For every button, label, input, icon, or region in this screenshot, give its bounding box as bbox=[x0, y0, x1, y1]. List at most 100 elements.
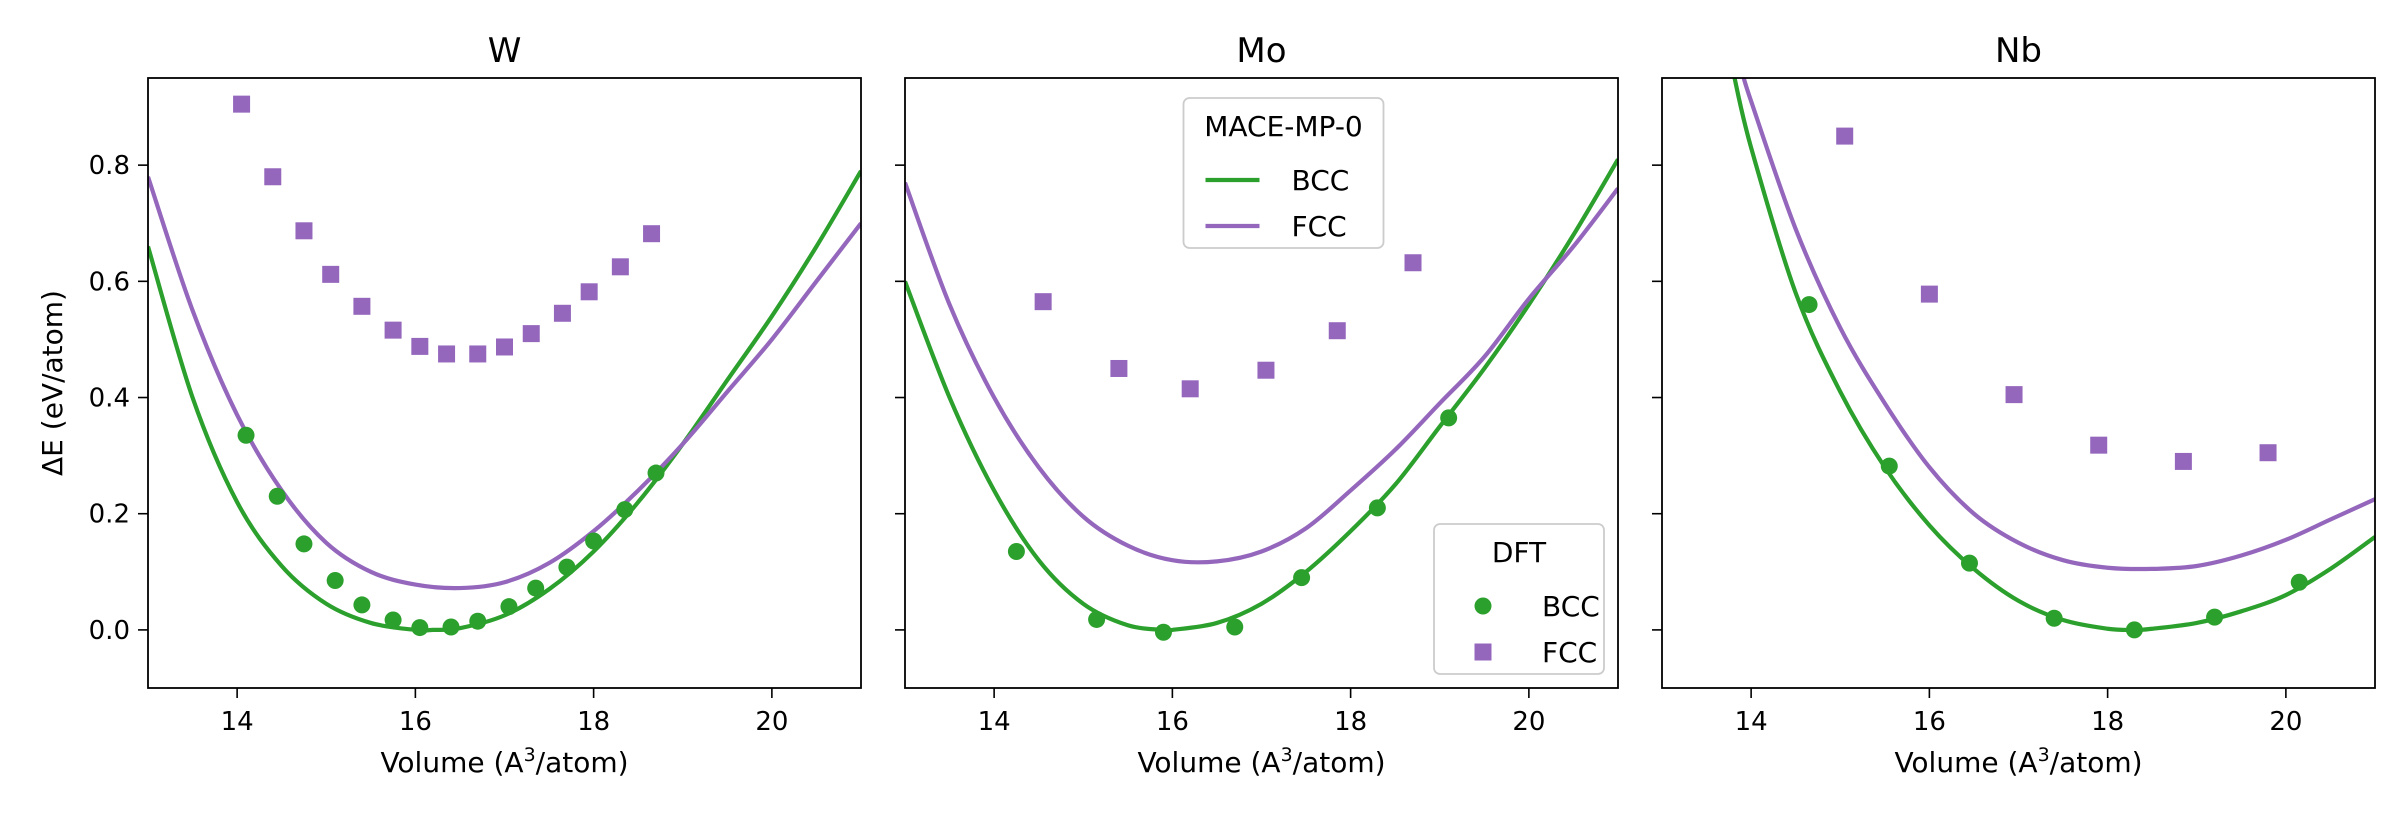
axes-frame bbox=[904, 77, 1619, 689]
x-axis-label: Volume (A3/atom) bbox=[1894, 744, 2142, 779]
dft-bcc-point bbox=[2290, 573, 2308, 591]
legend-label: FCC bbox=[1292, 210, 1347, 243]
dft-fcc-point bbox=[1920, 285, 1938, 303]
panel-title: W bbox=[488, 31, 522, 71]
dft-fcc-point bbox=[1110, 359, 1128, 377]
x-tick-label: 16 bbox=[1156, 707, 1189, 737]
dft-fcc-point bbox=[1034, 293, 1052, 311]
dft-fcc-point bbox=[1404, 254, 1422, 272]
dft-fcc-point bbox=[295, 222, 313, 240]
legend-mace-mp-0: MACE-MP-0 BCC FCC bbox=[1182, 97, 1385, 249]
y-axis-label: ΔE (eV/atom) bbox=[36, 290, 69, 476]
dft-fcc-point bbox=[384, 321, 402, 339]
legend-dft: DFT BCC FCC bbox=[1433, 523, 1605, 675]
dft-bcc-point bbox=[295, 535, 313, 553]
dft-bcc-point bbox=[1088, 610, 1106, 628]
dft-fcc-point bbox=[264, 168, 282, 186]
dft-fcc-point bbox=[438, 345, 456, 363]
legend-title: MACE-MP-0 bbox=[1204, 110, 1363, 143]
dft-bcc-point bbox=[411, 619, 429, 637]
dft-bcc-point bbox=[585, 532, 603, 550]
legend-handle bbox=[1474, 643, 1492, 661]
dft-fcc-point bbox=[496, 338, 513, 356]
dft-bcc-point bbox=[469, 612, 487, 630]
dft-bcc-point bbox=[527, 579, 545, 597]
dft-fcc-point bbox=[411, 337, 429, 355]
dft-fcc-point bbox=[580, 283, 598, 301]
mace-fcc-curve bbox=[1741, 78, 2375, 572]
dft-bcc-point bbox=[353, 596, 371, 614]
panel-w: W 14 16 18 20 0.0 0.2 0.4 0.6 0.8 Volume (A3/atom)… bbox=[36, 31, 862, 779]
x-tick-label: 14 bbox=[1735, 707, 1768, 737]
dft-bcc-point bbox=[2125, 621, 2143, 639]
dft-bcc-point bbox=[442, 618, 460, 636]
dft-bcc-point bbox=[1368, 499, 1386, 517]
axes-frame bbox=[1661, 77, 2376, 689]
dft-fcc-point bbox=[643, 225, 661, 243]
y-tick-label: 0.0 bbox=[89, 616, 130, 646]
dft-bcc-point bbox=[647, 464, 665, 482]
dft-bcc-point bbox=[616, 501, 634, 519]
legend-label: BCC bbox=[1292, 164, 1350, 197]
dft-bcc-point bbox=[500, 598, 518, 616]
dft-bcc-point bbox=[1880, 457, 1898, 475]
dft-bcc-point bbox=[1800, 296, 1818, 314]
mace-fcc-curve bbox=[148, 176, 861, 591]
legend-label: FCC bbox=[1542, 636, 1597, 669]
dft-bcc-point bbox=[1154, 623, 1172, 641]
legend-box bbox=[1182, 97, 1385, 249]
x-tick-label: 20 bbox=[755, 707, 788, 737]
dft-fcc-point bbox=[2259, 444, 2277, 462]
dft-bcc-point bbox=[1226, 618, 1244, 636]
legend-box bbox=[1433, 523, 1605, 675]
x-tick-label: 20 bbox=[2269, 707, 2302, 737]
dft-fcc-point bbox=[2005, 386, 2023, 404]
dft-bcc-point bbox=[2045, 609, 2063, 627]
panel-nb: Nb 14 16 18 20 Volume (A3/atom) bbox=[1652, 31, 2376, 779]
dft-fcc-point bbox=[1836, 127, 1854, 145]
dft-fcc-point bbox=[611, 258, 629, 276]
dft-bcc-point bbox=[1960, 554, 1978, 572]
x-axis-label: Volume (A3/atom) bbox=[1137, 744, 1385, 779]
plot-area bbox=[1732, 78, 2375, 639]
dft-fcc-point bbox=[2090, 436, 2108, 454]
y-tick-label: 0.4 bbox=[89, 384, 130, 414]
dft-bcc-point bbox=[384, 611, 402, 629]
y-tick-label: 0.8 bbox=[89, 151, 130, 181]
plot-area bbox=[148, 95, 861, 637]
x-tick-label: 14 bbox=[221, 707, 254, 737]
mace-bcc-curve bbox=[905, 158, 1618, 633]
panel-title: Mo bbox=[1236, 31, 1286, 71]
axes-frame bbox=[147, 77, 862, 689]
dft-bcc-point bbox=[2206, 608, 2224, 626]
plot-area bbox=[905, 158, 1618, 641]
mace-fcc-curve bbox=[905, 181, 1618, 565]
dft-fcc-point bbox=[469, 345, 487, 363]
x-tick-label: 18 bbox=[1334, 707, 1367, 737]
panel-mo: Mo 14 16 18 20 Volume (A3/atom) MACE-MP-0 BCC FC… bbox=[895, 31, 1619, 779]
dft-bcc-point bbox=[268, 487, 286, 505]
dft-fcc-point bbox=[2174, 452, 2192, 470]
dft-fcc-point bbox=[233, 95, 251, 113]
dft-bcc-point bbox=[1293, 569, 1311, 587]
dft-bcc-point bbox=[1007, 542, 1025, 560]
legend-label: BCC bbox=[1542, 590, 1600, 623]
dft-fcc-point bbox=[553, 304, 571, 322]
legend-handle bbox=[1474, 597, 1492, 615]
y-tick-label: 0.2 bbox=[89, 500, 130, 530]
legend-title: DFT bbox=[1492, 536, 1547, 569]
dft-fcc-point bbox=[1328, 322, 1346, 340]
x-tick-label: 14 bbox=[978, 707, 1011, 737]
x-tick-label: 20 bbox=[1512, 707, 1545, 737]
x-tick-label: 16 bbox=[399, 707, 432, 737]
dft-fcc-point bbox=[353, 297, 371, 315]
dft-fcc-point bbox=[1257, 361, 1275, 379]
dft-bcc-point bbox=[1440, 409, 1458, 427]
y-tick-label: 0.6 bbox=[89, 267, 130, 297]
dft-fcc-point bbox=[322, 265, 340, 283]
x-tick-label: 18 bbox=[577, 707, 610, 737]
mace-bcc-curve bbox=[1732, 78, 2375, 633]
x-axis-label: Volume (A3/atom) bbox=[380, 744, 628, 779]
panel-title: Nb bbox=[1995, 31, 2042, 71]
